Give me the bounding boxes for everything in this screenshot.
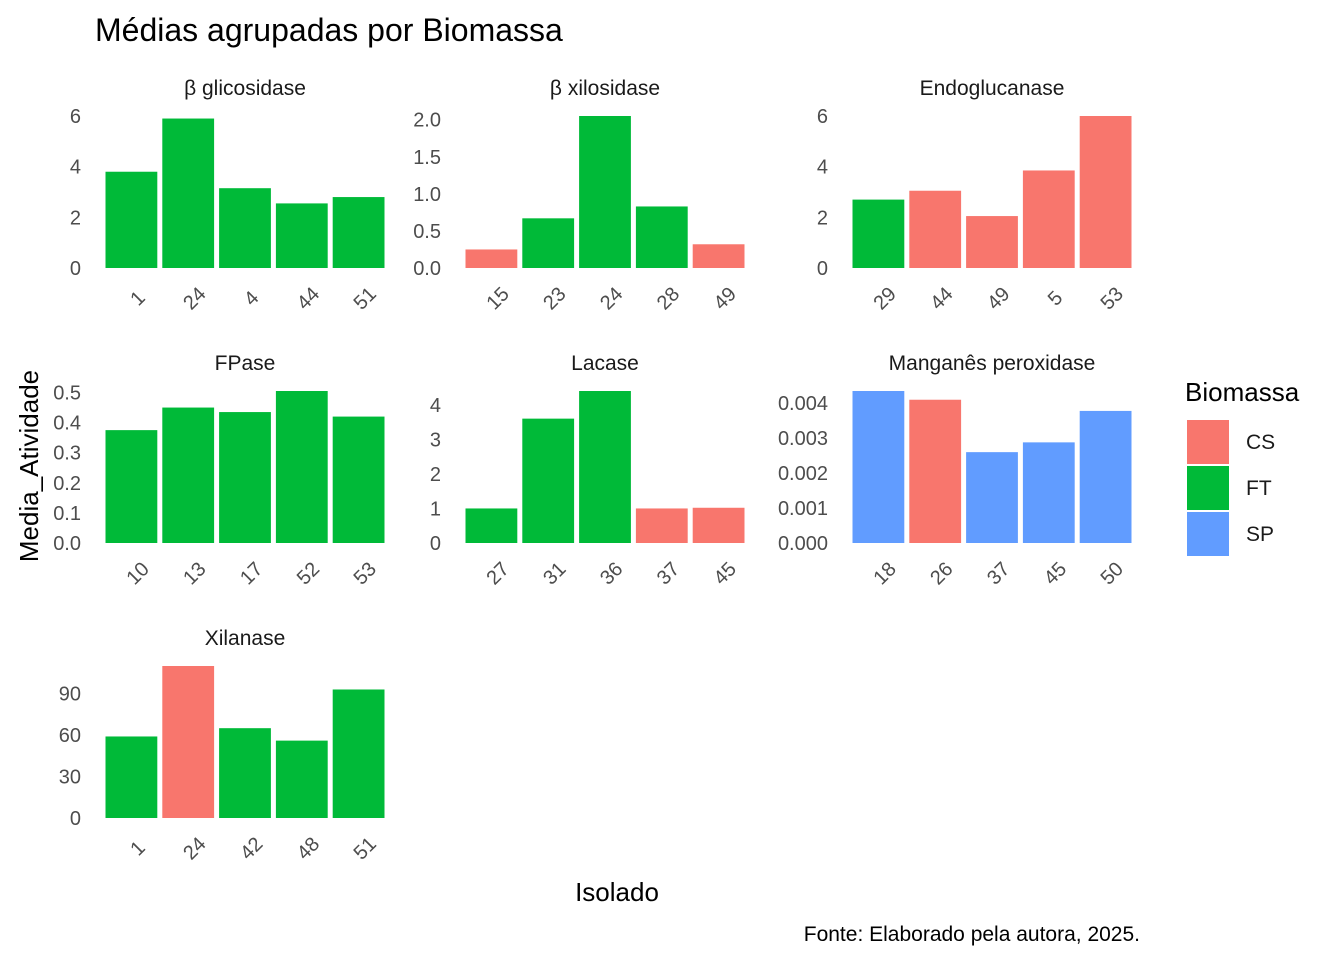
facet-2-ytick-label: 0.0: [413, 258, 441, 280]
facet-3-bar-53: [1079, 116, 1132, 268]
facet-2-ytick-label: 1.5: [413, 147, 441, 169]
facet-6-ytick-label: 0.002: [778, 463, 828, 485]
facet-6-title: Manganês peroxidase: [889, 352, 1096, 375]
facet-5-bar-45: [692, 507, 745, 543]
facet-5-ytick-label: 3: [430, 429, 441, 451]
facet-5-bar-36: [579, 391, 631, 543]
facet-1-bar-4: [219, 188, 271, 268]
facet-1-ytick-label: 0: [70, 258, 81, 280]
facet-4-ytick-label: 0.3: [53, 443, 81, 465]
facet-3-title: Endoglucanase: [920, 77, 1065, 100]
facet-4-ytick-label: 0.0: [53, 533, 81, 555]
facet-1-ytick-label: 6: [70, 106, 81, 128]
facet-2-bar-15: [465, 249, 518, 268]
facet-2-ytick-label: 0.5: [413, 221, 441, 243]
facet-7-bar-24: [162, 666, 215, 818]
facet-1-ytick-label: 4: [70, 157, 81, 179]
facet-3-bar-49: [966, 216, 1018, 268]
legend-label-cs: CS: [1246, 431, 1275, 454]
facet-4-bar-52: [275, 391, 328, 543]
facet-3-ytick-label: 4: [817, 157, 828, 179]
facet-6-ytick-label: 0.001: [778, 498, 828, 520]
facet-5-ytick-label: 2: [430, 464, 441, 486]
facet-4-ytick-label: 0.4: [53, 413, 81, 435]
facet-3-bar-5: [1022, 170, 1075, 268]
facet-7-bar-42: [219, 728, 271, 818]
facet-4-bar-13: [162, 407, 215, 543]
y-axis-title: Media_Atividade: [14, 370, 44, 562]
facet-3-bar-44: [909, 190, 962, 268]
facet-4-bar-10: [105, 430, 158, 543]
legend-key-cs: [1187, 420, 1229, 464]
facet-4-ytick-label: 0.2: [53, 473, 81, 495]
x-axis-title: Isolado: [575, 877, 659, 907]
facet-3-ytick-label: 2: [817, 207, 828, 229]
facet-4-bar-53: [332, 416, 385, 543]
facet-5-title: Lacase: [571, 352, 639, 375]
legend-key-sp: [1187, 512, 1229, 556]
facet-6-ytick-label: 0.004: [778, 393, 828, 415]
facet-7-title: Xilanase: [205, 627, 286, 650]
legend: CS FT SP: [1187, 420, 1275, 556]
facet-5-ytick-label: 4: [430, 395, 441, 417]
facet-6-bar-18: [852, 391, 905, 543]
legend-label-sp: SP: [1246, 523, 1274, 546]
chart-title: Médias agrupadas por Biomassa: [95, 12, 563, 48]
legend-label-ft: FT: [1246, 477, 1272, 500]
facet-4-ytick-label: 0.5: [53, 383, 81, 405]
facet-3-ytick-label: 6: [817, 106, 828, 128]
facet-2-title: β xilosidase: [550, 77, 660, 100]
facet-1-bar-51: [332, 197, 385, 268]
facet-3-ytick-label: 0: [817, 258, 828, 280]
facet-7-bar-51: [332, 689, 385, 818]
facet-5-bar-31: [522, 418, 575, 543]
facet-5-bar-27: [465, 508, 518, 543]
facet-6-ytick-label: 0.003: [778, 428, 828, 450]
facet-5-ytick-label: 1: [430, 498, 441, 520]
facet-2-ytick-label: 1.0: [413, 184, 441, 206]
facet-3-bar-29: [852, 199, 905, 268]
caption: Fonte: Elaborado pela autora, 2025.: [804, 923, 1140, 946]
facet-4-ytick-label: 0.1: [53, 503, 81, 525]
legend-title: Biomassa: [1185, 377, 1300, 407]
facet-7-bar-48: [275, 740, 328, 818]
facet-6-bar-50: [1079, 410, 1132, 543]
facet-4-title: FPase: [215, 352, 276, 375]
facet-1-ytick-label: 2: [70, 207, 81, 229]
facet-5-ytick-label: 0: [430, 533, 441, 555]
facet-1-title: β glicosidase: [184, 77, 306, 100]
facet-7-bar-1: [105, 736, 158, 818]
facet-7-ytick-label: 30: [59, 767, 81, 789]
facet-6-bar-26: [909, 399, 962, 543]
facet-7-ytick-label: 90: [59, 684, 81, 706]
facet-4-bar-17: [219, 412, 271, 543]
facet-2-bar-23: [522, 218, 575, 268]
facet-7-ytick-label: 60: [59, 725, 81, 747]
facet-6-bar-45: [1022, 442, 1075, 543]
facet-1-bar-24: [162, 118, 215, 269]
facet-2-bar-49: [692, 244, 745, 268]
facet-1-bar-1: [105, 171, 158, 268]
facet-2-bar-28: [635, 206, 688, 268]
facet-6-ytick-label: 0.000: [778, 533, 828, 555]
facet-2-ytick-label: 2.0: [413, 110, 441, 132]
facet-5-bar-37: [635, 508, 688, 543]
facet-1-bar-44: [275, 203, 328, 268]
facet-2-bar-24: [579, 116, 631, 268]
legend-key-ft: [1187, 466, 1229, 510]
facet-7-ytick-label: 0: [70, 808, 81, 830]
facet-6-bar-37: [966, 452, 1018, 543]
